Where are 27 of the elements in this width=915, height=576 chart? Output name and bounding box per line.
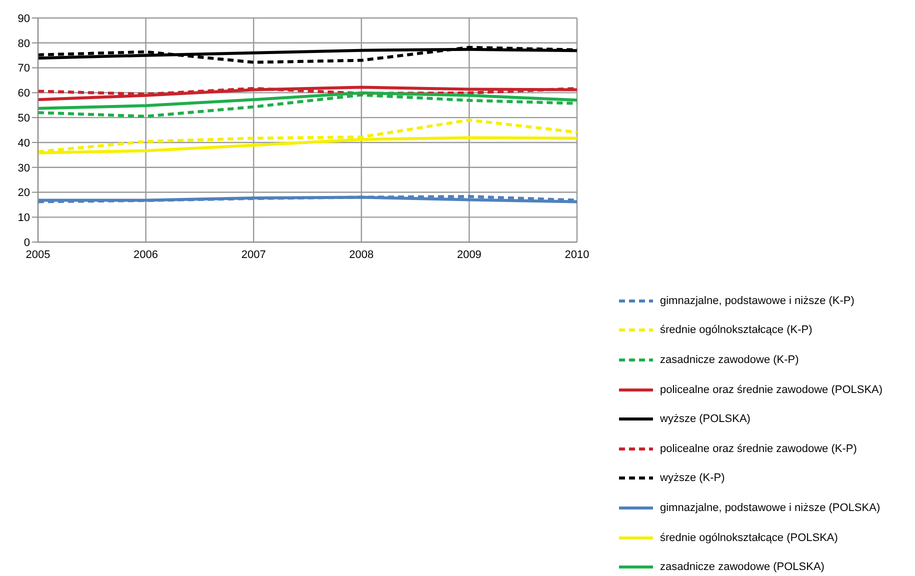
legend-label: policealne oraz średnie zawodowe (K-P)	[660, 442, 857, 455]
y-tick-label: 60	[18, 88, 30, 100]
legend-label: zasadnicze zawodowe (POLSKA)	[660, 561, 824, 574]
legend-label: średnie ogólnokształcące (K-P)	[660, 324, 812, 336]
y-tick-label: 0	[24, 236, 30, 249]
y-tick-label: 80	[18, 38, 30, 50]
x-tick-label: 2006	[134, 248, 158, 261]
legend-label: średnie ogólnokształcące (POLSKA)	[660, 532, 838, 544]
y-tick-label: 70	[18, 62, 30, 75]
legend-label: wyższe (POLSKA)	[660, 413, 750, 426]
y-tick-label: 30	[18, 162, 30, 174]
y-tick-label: 10	[18, 212, 30, 224]
y-tick-label: 50	[18, 112, 30, 124]
legend-label: zasadnicze zawodowe (K-P)	[660, 354, 799, 366]
legend-label: gimnazjalne, podstawowe i niższe (K-P)	[660, 294, 854, 307]
x-tick-label: 2008	[349, 248, 374, 261]
line-series	[36, 93, 578, 118]
x-tick-label: 2009	[456, 248, 482, 261]
y-tick-label: 40	[18, 137, 30, 150]
x-tick-label: 2005	[26, 248, 50, 261]
x-tick-label: 2010	[564, 248, 590, 261]
legend-label: wyższe (K-P)	[660, 472, 725, 484]
legend-label: policealne oraz średnie zawodowe (POLSKA)	[660, 384, 883, 396]
y-tick-label: 20	[18, 187, 30, 200]
legend-label: gimnazjalne, podstawowe i niższe (POLSKA)	[660, 502, 880, 514]
x-tick-label: 2007	[241, 248, 266, 261]
y-tick-label: 90	[18, 12, 30, 25]
